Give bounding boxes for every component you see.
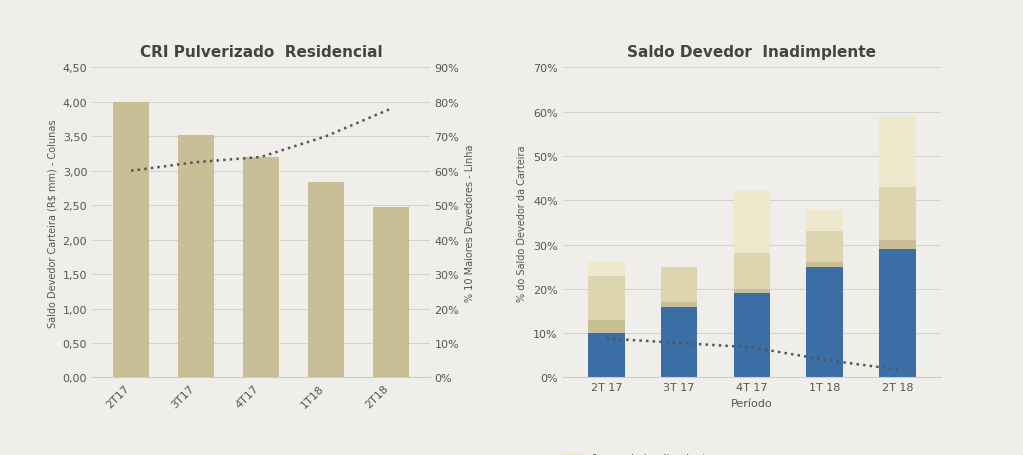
Bar: [372, 208, 408, 378]
Bar: [308, 183, 344, 378]
Bar: [114, 103, 149, 378]
Bar: [880, 187, 916, 241]
Bar: [733, 192, 770, 254]
Bar: [806, 263, 843, 267]
Bar: [880, 249, 916, 378]
Y-axis label: % do Saldo Devedor da Carteira: % do Saldo Devedor da Carteira: [518, 145, 528, 301]
Bar: [588, 334, 624, 378]
Bar: [733, 293, 770, 378]
Bar: [588, 320, 624, 334]
Y-axis label: Saldo Devedor Carteira (R$ mm) - Colunas: Saldo Devedor Carteira (R$ mm) - Colunas: [47, 119, 57, 327]
Bar: [661, 303, 698, 307]
Legend: 1 parcela inadimplente, 2 parcelas inadimplentes, 3 parcelas inadimplentes, Mais: 1 parcela inadimplente, 2 parcelas inadi…: [561, 451, 1023, 455]
Bar: [243, 157, 278, 378]
Bar: [733, 289, 770, 293]
Bar: [661, 307, 698, 378]
Bar: [588, 276, 624, 320]
Bar: [661, 267, 698, 303]
Bar: [806, 232, 843, 263]
Title: Saldo Devedor  Inadimplente: Saldo Devedor Inadimplente: [627, 45, 877, 60]
Bar: [806, 210, 843, 232]
Bar: [733, 254, 770, 289]
Bar: [588, 263, 624, 276]
Title: CRI Pulverizado  Residencial: CRI Pulverizado Residencial: [139, 45, 383, 60]
Bar: [178, 136, 214, 378]
Bar: [880, 117, 916, 187]
X-axis label: Período: Período: [731, 398, 772, 408]
Bar: [806, 267, 843, 378]
Y-axis label: % 10 Maiores Devedores - Linha: % 10 Maiores Devedores - Linha: [464, 144, 475, 302]
Bar: [880, 241, 916, 249]
